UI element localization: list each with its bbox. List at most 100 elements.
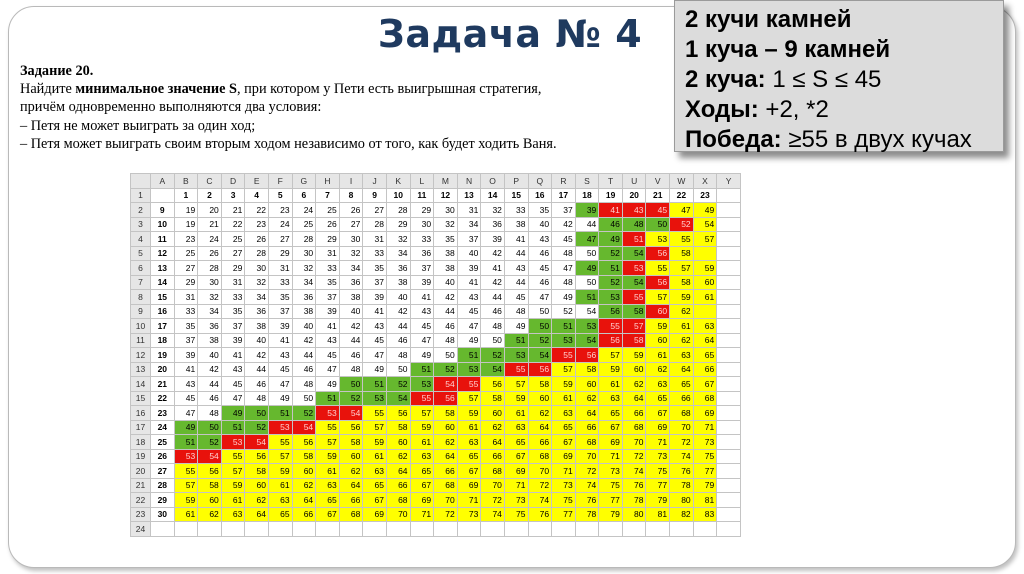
heap1-value: 9	[150, 202, 175, 218]
sum-cell: 29	[220, 260, 246, 276]
sum-cell: 55	[315, 419, 340, 435]
sum-cell: 52	[480, 347, 505, 363]
sum-cell: 34	[244, 289, 269, 305]
sum-cell: 68	[338, 506, 364, 522]
sum-cell: 48	[338, 361, 364, 377]
sum-cell: 50	[338, 376, 364, 392]
sum-cell: 43	[173, 376, 199, 392]
heap2-header: 23	[692, 187, 718, 203]
sum-cell: 62	[669, 303, 694, 319]
cell	[456, 521, 482, 537]
sum-cell: 44	[503, 274, 529, 290]
sum-cell: 52	[669, 216, 694, 232]
sum-cell: 51	[267, 405, 293, 421]
sum-cell: 48	[621, 216, 647, 232]
sum-cell: 67	[409, 477, 435, 493]
row-number: 17	[130, 419, 151, 435]
sheet-row: 17 24 49 50 51 52 53 54 55 56 57 58 59 60 61 62 63 64 65 66…	[130, 419, 741, 435]
sum-cell: 63	[692, 318, 718, 334]
sum-cell: 40	[456, 245, 482, 261]
heap1-value: 12	[150, 245, 175, 261]
sum-cell: 65	[362, 477, 387, 493]
heap1-value: 21	[150, 376, 175, 392]
sum-cell: 56	[291, 434, 317, 450]
sum-cell: 42	[480, 245, 505, 261]
sum-cell: 48	[503, 303, 529, 319]
sum-cell: 65	[456, 448, 482, 464]
sum-cell: 59	[267, 463, 293, 479]
sum-cell: 39	[480, 231, 505, 247]
sum-cell: 43	[456, 289, 482, 305]
heap2-header: 22	[669, 187, 694, 203]
sum-cell: 57	[503, 376, 529, 392]
sum-cell: 37	[220, 318, 246, 334]
column-letter: F	[267, 173, 293, 189]
heap2-header: 12	[433, 187, 458, 203]
sum-cell: 40	[291, 318, 317, 334]
sum-cell: 24	[197, 231, 222, 247]
sum-cell: 38	[385, 274, 411, 290]
sum-cell: 35	[362, 260, 387, 276]
cell	[338, 521, 364, 537]
sum-cell: 54	[433, 376, 458, 392]
sum-cell: 83	[692, 506, 718, 522]
sum-cell: 66	[669, 390, 694, 406]
sum-cell: 36	[338, 274, 364, 290]
sum-cell: 53	[173, 448, 199, 464]
sum-cell: 46	[291, 361, 317, 377]
sum-cell: 42	[385, 303, 411, 319]
sum-cell: 63	[220, 506, 246, 522]
sum-cell: 30	[291, 245, 317, 261]
sum-cell: 56	[598, 303, 623, 319]
column-letter: O	[480, 173, 505, 189]
row-number: 14	[130, 376, 151, 392]
sum-cell: 48	[551, 274, 576, 290]
heap1-value: 17	[150, 318, 175, 334]
sum-cell: 22	[244, 202, 269, 218]
sheet-row: 6 13 27 28 29 30 31 32 33 34 35 36 37 38 39 41 43 45 47 49 5…	[130, 260, 741, 276]
column-letter: N	[456, 173, 482, 189]
sum-cell: 68	[527, 448, 553, 464]
task-line-4: – Петя может выиграть своим вторым ходом…	[20, 135, 557, 152]
sum-cell: 68	[692, 390, 718, 406]
sum-cell: 51	[503, 332, 529, 348]
sum-cell: 31	[456, 202, 482, 218]
sum-cell: 60	[433, 419, 458, 435]
sum-cell: 27	[267, 231, 293, 247]
sum-cell: 76	[621, 477, 647, 493]
condition-heaps: 2 кучи камней	[685, 6, 852, 33]
sum-cell: 63	[456, 434, 482, 450]
sum-cell: 61	[362, 448, 387, 464]
sum-cell: 50	[244, 405, 269, 421]
sum-cell: 46	[598, 216, 623, 232]
sum-cell: 58	[621, 332, 647, 348]
sum-cell: 76	[669, 463, 694, 479]
sum-cell: 59	[645, 318, 671, 334]
sum-cell: 64	[527, 419, 553, 435]
sum-cell: 39	[173, 347, 199, 363]
sum-cell: 33	[362, 245, 387, 261]
sum-cell: 34	[291, 274, 317, 290]
sum-cell: 52	[338, 390, 364, 406]
sum-cell: 40	[338, 303, 364, 319]
sum-cell: 73	[692, 434, 718, 450]
sum-cell: 57	[598, 347, 623, 363]
sum-cell: 56	[574, 347, 600, 363]
sum-cell: 72	[621, 448, 647, 464]
sum-cell: 39	[456, 260, 482, 276]
sum-cell: 29	[315, 231, 340, 247]
cell	[244, 521, 269, 537]
sum-cell: 56	[197, 463, 222, 479]
sum-cell: 58	[621, 303, 647, 319]
sum-cell: 57	[669, 260, 694, 276]
cell	[409, 521, 435, 537]
heap1-value: 27	[150, 463, 175, 479]
sum-cell: 74	[669, 448, 694, 464]
sum-cell: 68	[480, 463, 505, 479]
sum-cell: 32	[480, 202, 505, 218]
heap1-value: 22	[150, 390, 175, 406]
sum-cell: 30	[197, 274, 222, 290]
sum-cell: 62	[645, 361, 671, 377]
sum-cell: 20	[197, 202, 222, 218]
sum-cell: 60	[480, 405, 505, 421]
